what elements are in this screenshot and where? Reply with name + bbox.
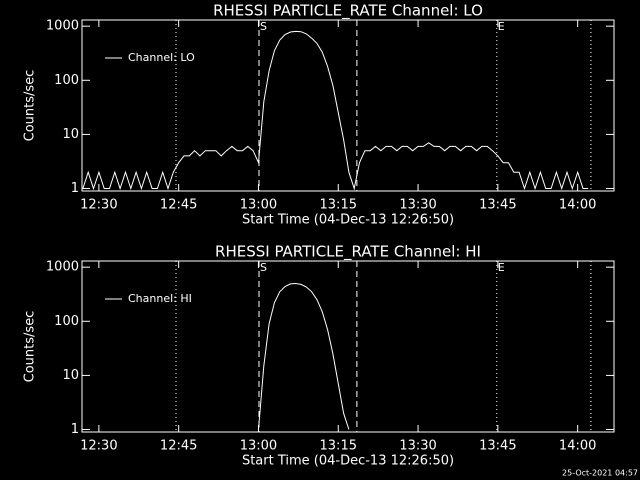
y-tick-label: 100 — [54, 73, 79, 88]
x-tick-label: 13:00 — [240, 439, 277, 454]
x-tick-label: 12:30 — [80, 439, 117, 454]
y-tick-label: 10 — [62, 127, 79, 142]
y-axis-label: Counts/sec — [23, 311, 38, 383]
marker-label: S — [260, 20, 267, 33]
x-tick-label: 13:45 — [479, 198, 516, 213]
legend-label: Channel: LO — [128, 51, 195, 64]
y-tick-label: 10 — [62, 368, 79, 383]
y-tick-label: 1000 — [46, 260, 79, 275]
chart-title: RHESSI PARTICLE_RATE Channel: HI — [215, 243, 481, 262]
y-tick-label: 1000 — [46, 19, 79, 34]
y-tick-label: 1 — [71, 181, 79, 196]
x-tick-label: 14:00 — [559, 439, 596, 454]
series-line — [82, 30, 589, 191]
x-axis-label: Start Time (04-Dec-13 12:26:50) — [242, 213, 454, 228]
x-tick-label: 13:15 — [320, 439, 357, 454]
y-tick-label: 1 — [71, 422, 79, 437]
y-tick-label: 100 — [54, 314, 79, 329]
x-tick-label: 12:45 — [160, 439, 197, 454]
x-tick-label: 14:00 — [559, 198, 596, 213]
plot-frame — [81, 19, 615, 192]
chart-title: RHESSI PARTICLE_RATE Channel: LO — [213, 2, 483, 21]
x-tick-label: 13:15 — [320, 198, 357, 213]
x-tick-label: 13:45 — [479, 439, 516, 454]
x-tick-label: 13:30 — [399, 439, 436, 454]
series-line — [258, 282, 350, 430]
x-axis-label: Start Time (04-Dec-13 12:26:50) — [242, 454, 454, 469]
marker-label: E — [498, 261, 505, 274]
x-tick-label: 13:00 — [240, 198, 277, 213]
y-axis-label: Counts/sec — [23, 70, 38, 142]
x-tick-label: 13:30 — [399, 198, 436, 213]
x-tick-label: 12:45 — [160, 198, 197, 213]
x-tick-label: 12:30 — [80, 198, 117, 213]
marker-label: S — [260, 261, 267, 274]
plot-frame — [81, 260, 615, 433]
legend-label: Channel: HI — [128, 292, 192, 305]
footer: 25-Oct-2021 04:57 — [562, 469, 638, 478]
marker-label: E — [498, 20, 505, 33]
